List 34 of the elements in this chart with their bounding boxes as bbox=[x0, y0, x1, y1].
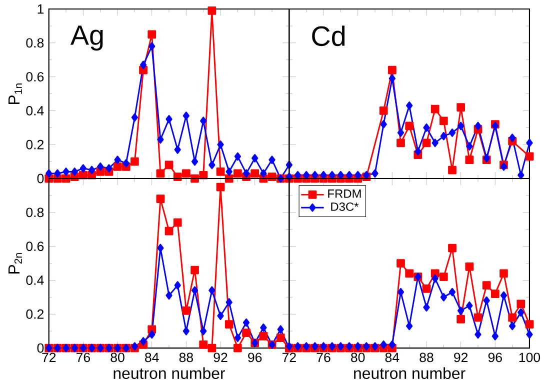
x-tick-label: 88 bbox=[420, 352, 434, 362]
x-tick-label: 80 bbox=[110, 352, 124, 362]
annotation: Ag bbox=[70, 25, 103, 50]
y-tick-label: 0.2 bbox=[26, 140, 44, 150]
x-tick-label: 100 bbox=[519, 352, 540, 362]
y-tick-label: 0.8 bbox=[26, 38, 44, 48]
y-tick-label: 0.8 bbox=[26, 208, 44, 217]
x-tick-label: 88 bbox=[179, 352, 193, 362]
annotation: Cd bbox=[312, 25, 345, 46]
x-axis-title: neutron number bbox=[114, 367, 226, 379]
x-tick-label: 84 bbox=[385, 352, 400, 362]
x-tick-label: 72 bbox=[282, 352, 296, 362]
y-tick-label: 0.6 bbox=[26, 241, 44, 251]
x-axis-title: neutron number bbox=[354, 367, 466, 379]
y-tick-label: 0.4 bbox=[26, 106, 44, 116]
y-axis-title: P$_{1n}$ bbox=[8, 83, 22, 104]
y-tick-label: 0 bbox=[37, 174, 44, 183]
x-tick-label: 72 bbox=[42, 352, 56, 362]
x-tick-label: 76 bbox=[76, 352, 90, 362]
x-tick-label: 84 bbox=[145, 352, 159, 362]
y-tick-label: 0.2 bbox=[26, 309, 44, 319]
legend-label: FRDM bbox=[328, 189, 361, 198]
x-tick-label: 76 bbox=[316, 352, 330, 362]
y-tick-label: 0.4 bbox=[26, 275, 44, 285]
x-tick-label: 92 bbox=[454, 352, 468, 362]
y-tick-label: 1 bbox=[38, 4, 44, 14]
y-tick-label: 0 bbox=[37, 343, 44, 353]
y-tick-label: 0.6 bbox=[26, 72, 44, 82]
x-tick-label: 80 bbox=[351, 352, 365, 362]
y-axis-title: P$_{2n}$ bbox=[8, 252, 22, 274]
legend-label: D3C* bbox=[331, 202, 359, 211]
x-tick-label: 96 bbox=[488, 352, 502, 362]
x-tick-label: 96 bbox=[248, 352, 262, 362]
x-tick-label: 92 bbox=[214, 352, 228, 362]
